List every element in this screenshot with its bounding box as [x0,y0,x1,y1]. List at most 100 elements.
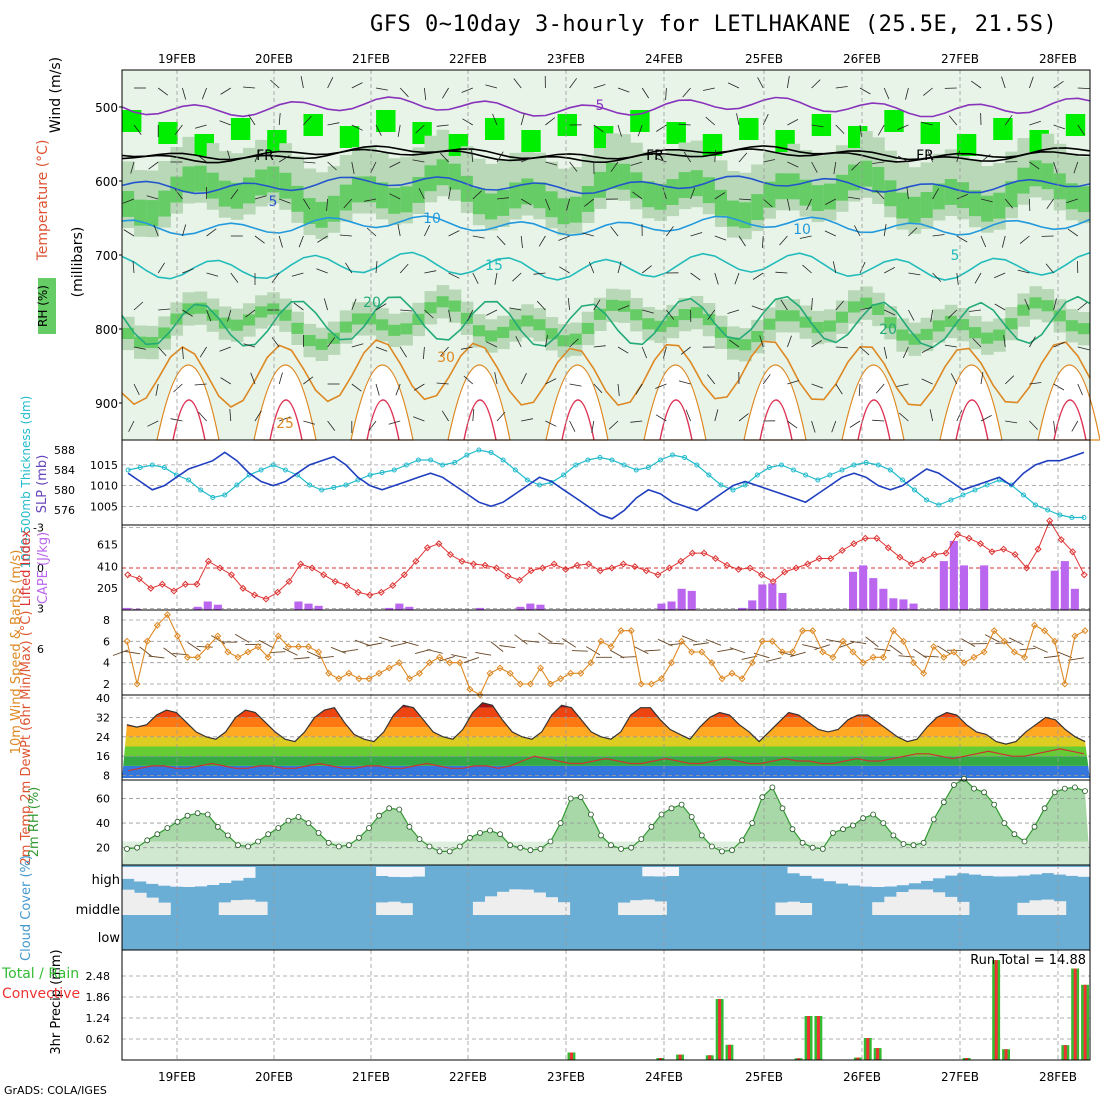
rh-cell [243,178,256,204]
thickness-tick-label: 580 [54,484,75,497]
high-cloud-cell [1042,867,1055,873]
rh-cell [1042,300,1055,311]
rh-point [1062,786,1067,791]
wind-barb [717,649,733,652]
mid-cloud-cell [509,889,522,915]
rh-cell [255,306,268,317]
rh-point [810,845,815,850]
rh-cell [812,185,825,211]
temp-band [122,717,1090,727]
rh-cell [933,320,946,331]
rh-cell [473,325,486,336]
rh-point [1032,824,1037,829]
rh-point [659,812,664,817]
date-label-bottom: 26FEB [843,1070,881,1084]
high-cloud-cell [836,867,849,884]
rh-cell [340,322,353,333]
rh-point [851,823,856,828]
temp-band [122,727,1090,737]
cape-bar [668,602,676,611]
high-cloud-cell [207,867,220,885]
rh-point [669,806,674,811]
rh-point [861,816,866,821]
mid-cloud-cell [231,900,244,915]
rh-bright-cell [812,114,831,136]
cloud-level-label: low [98,931,121,946]
high-cloud-cell [812,867,825,879]
temp-tick-label: 24 [96,731,110,744]
rh-cell [400,186,413,212]
rh-point [1052,790,1057,795]
wind-barb [815,645,830,650]
rh-point [346,843,351,848]
wind-barb [706,640,721,646]
rh-cell [751,331,764,342]
temp-band [122,698,1090,708]
cape-bar [940,561,948,610]
mid-cloud-cell [497,892,510,915]
rh-point [367,826,372,831]
contour-label: 5 [269,194,278,210]
wind-tick-label: 2 [103,678,110,691]
wind-barb [294,658,310,659]
lifted-index-tick-label: 6 [37,643,44,656]
pressure-tick-label: 900 [95,397,118,411]
precip-convective-bar [1064,1045,1067,1060]
precip-convective-bar [570,1053,573,1061]
contour-label: 15 [485,258,503,274]
wind-barb [499,646,515,648]
date-label-top: 27FEB [941,52,979,66]
run-total-label: Run Total = 14.88 [970,953,1086,968]
wind-barb [913,649,926,658]
rh-point [619,846,624,851]
rh-point [1022,839,1027,844]
mid-cloud-cell [400,903,413,915]
precip-convective-bar [876,1048,879,1060]
rh-cell [679,172,692,198]
rh-cell [400,323,413,334]
rh-point [427,844,432,849]
rh-point [820,846,825,851]
rh-cell [921,329,934,340]
cape-bar [950,541,958,610]
rh-point [689,814,694,819]
date-label-top: 26FEB [843,52,881,66]
rh-point [437,849,442,854]
contour-label: 10 [423,211,441,227]
wind-barb [572,651,588,652]
rh-bright-cell [304,114,323,136]
mid-cloud-cell [558,902,571,915]
mid-cloud-cell [957,902,970,915]
rh-cell [1078,186,1091,212]
wind-barb [620,657,636,658]
date-label-bottom: 21FEB [352,1070,390,1084]
cloud-level-label: high [92,873,120,888]
precip-convective-bar [1084,985,1087,1060]
rh-point [336,844,341,849]
temp-band [122,766,1090,778]
wind-barb [515,635,528,645]
mid-cloud-cell [485,896,498,915]
high-cloud-cell [981,867,994,876]
rh-point [478,830,483,835]
rh-cell [1030,160,1043,186]
rh-cell [1066,320,1079,331]
cape-bar [748,600,756,610]
wind-barb [634,647,648,654]
rh-point [931,817,936,822]
rh-cell [231,320,244,331]
rh-cell [437,159,450,185]
wind-barb [562,639,575,648]
rh-tick-label: 20 [96,842,110,855]
temp-band [122,756,1090,766]
rh-cell [376,319,389,330]
rh-point [185,813,190,818]
rh-point [377,813,382,818]
rh-cell [570,334,583,345]
wind-barb [548,643,564,644]
cape-bar [204,602,212,611]
rh-point [276,826,281,831]
rh-point [266,832,271,837]
high-cloud-cell [183,867,196,887]
